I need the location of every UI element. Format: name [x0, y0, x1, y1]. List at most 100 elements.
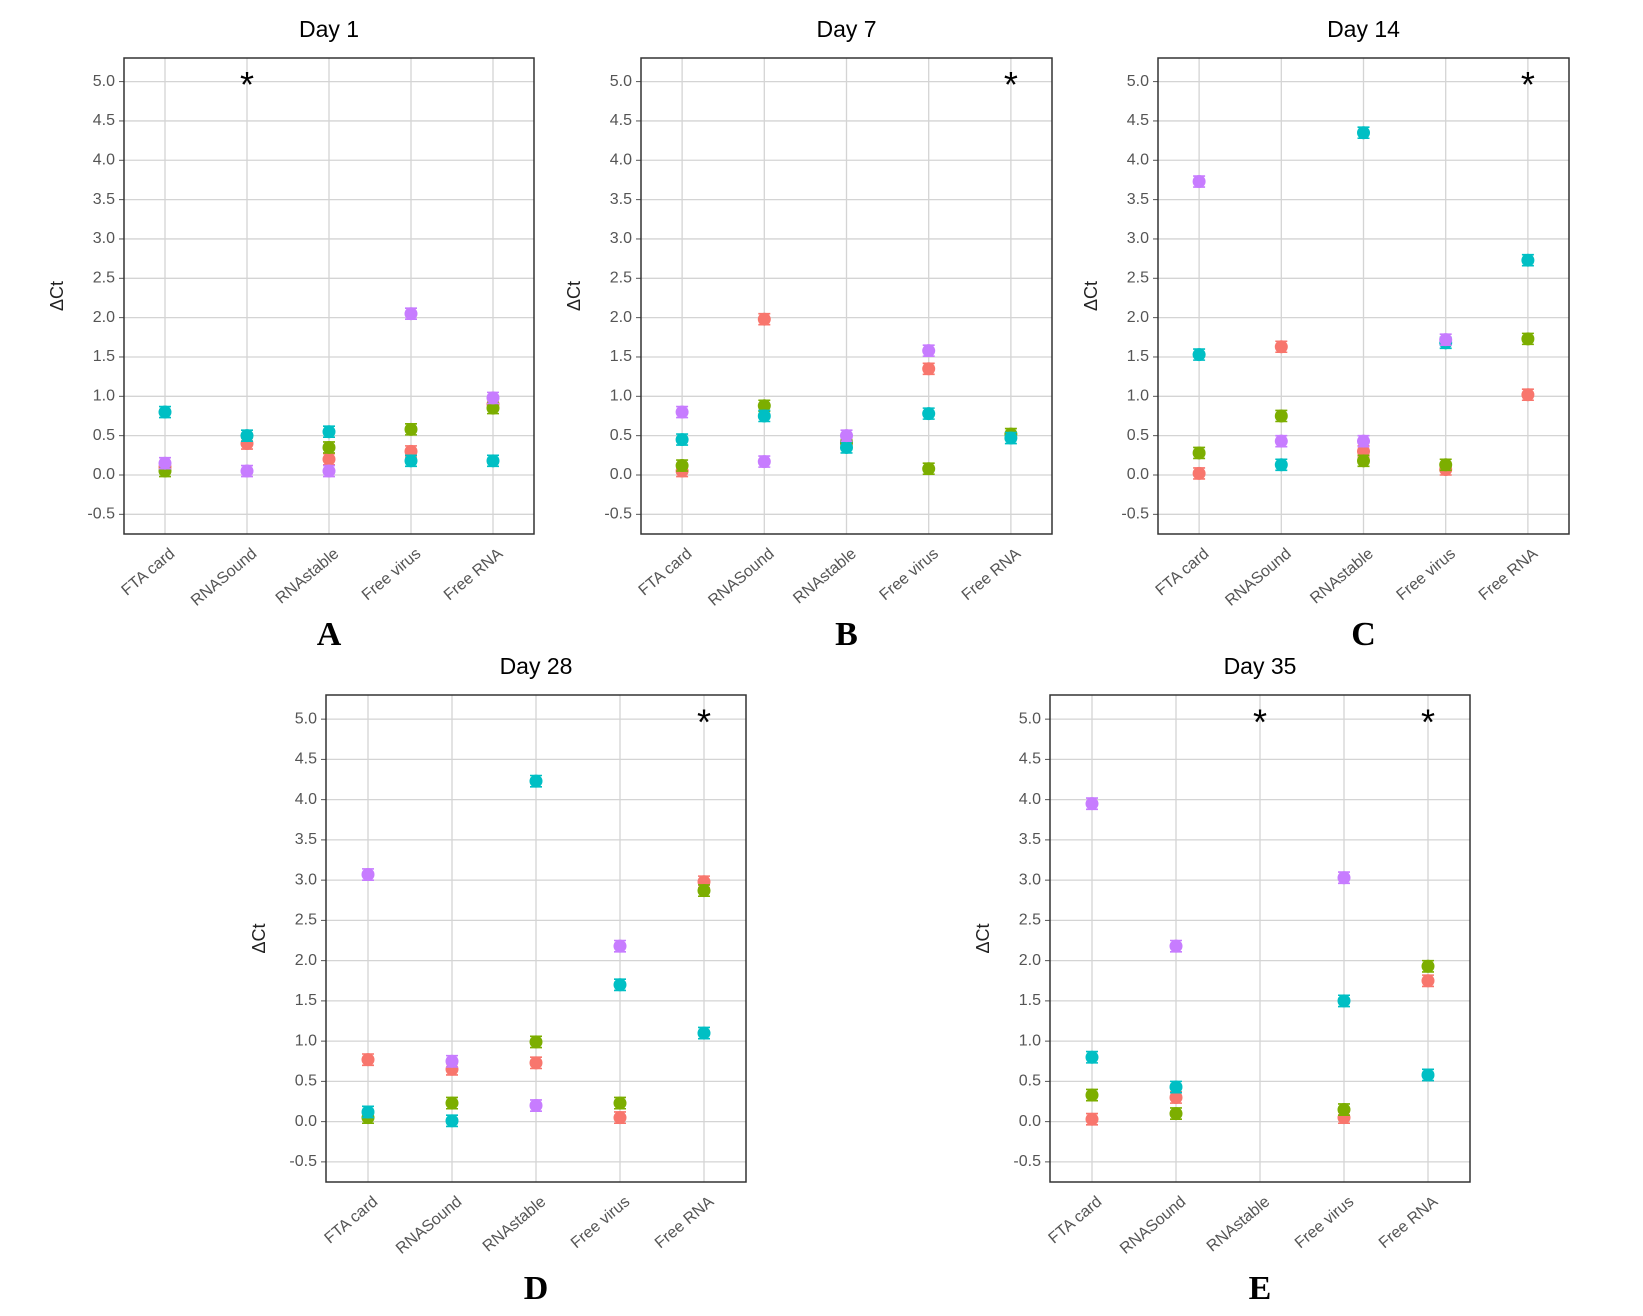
plot-border: [1049, 694, 1471, 1183]
x-tick-label: RNAstable: [480, 1193, 550, 1255]
chart-title: Day 28: [500, 653, 573, 679]
point: [1169, 1080, 1183, 1094]
point: [757, 399, 771, 413]
y-tick-label: 0.5: [295, 1073, 317, 1090]
y-tick-label: 3.5: [610, 191, 632, 208]
y-tick-label: -0.5: [87, 506, 115, 523]
x-tick-label: Free virus: [359, 545, 424, 604]
y-tick-label: 2.5: [1127, 270, 1149, 287]
point: [1337, 994, 1351, 1008]
y-tick-label: -0.5: [604, 506, 632, 523]
point: [922, 407, 936, 421]
plot-border: [123, 57, 535, 535]
chart-title: Day 14: [1327, 16, 1400, 42]
y-tick-label: 5.0: [1127, 73, 1149, 90]
y-tick-label: 0.5: [1127, 427, 1149, 444]
y-tick-label: 4.0: [1019, 791, 1041, 808]
y-tick-label: 4.5: [610, 112, 632, 129]
y-tick-label: -0.5: [1013, 1153, 1041, 1170]
x-tick-label: FTA card: [1046, 1193, 1106, 1247]
x-tick-label: Free virus: [1394, 545, 1459, 604]
point: [1085, 1050, 1099, 1064]
point: [322, 464, 336, 478]
point: [1521, 332, 1535, 346]
point: [613, 1111, 627, 1125]
y-tick-label: 1.5: [610, 348, 632, 365]
point: [675, 405, 689, 419]
y-tick-label: 3.0: [1127, 230, 1149, 247]
y-axis-label: ΔCt: [564, 281, 584, 311]
point: [322, 425, 336, 439]
x-tick-label: Free RNA: [1376, 1193, 1442, 1252]
point: [697, 884, 711, 898]
point: [1357, 434, 1370, 448]
x-tick-label: RNAstable: [1204, 1193, 1274, 1255]
y-tick-label: 1.0: [1127, 388, 1149, 405]
y-tick-label: 4.5: [295, 751, 317, 768]
x-tick-label: RNASound: [705, 545, 777, 609]
point: [613, 939, 627, 953]
y-tick-label: 0.0: [1019, 1113, 1041, 1130]
y-tick-label: 0.0: [1127, 466, 1149, 483]
point: [1274, 340, 1288, 354]
point: [1192, 175, 1206, 189]
y-tick-label: -0.5: [1121, 506, 1149, 523]
panel-label: A: [317, 616, 342, 653]
y-tick-label: 3.5: [295, 831, 317, 848]
point: [445, 1096, 459, 1110]
point: [1004, 431, 1018, 445]
y-tick-label: 2.0: [93, 309, 115, 326]
point: [757, 455, 771, 469]
point: [1421, 959, 1435, 973]
y-tick-label: 0.5: [1019, 1073, 1041, 1090]
point: [361, 1053, 375, 1067]
y-tick-label: 3.0: [1019, 871, 1041, 888]
y-tick-label: 2.5: [1019, 912, 1041, 929]
point: [361, 868, 375, 882]
y-tick-label: 2.0: [1127, 309, 1149, 326]
y-tick-label: 1.0: [295, 1032, 317, 1049]
plot-border: [325, 694, 747, 1183]
y-tick-label: 3.5: [93, 191, 115, 208]
point: [1357, 126, 1370, 140]
y-tick-label: 0.5: [93, 427, 115, 444]
y-tick-label: 1.0: [93, 388, 115, 405]
x-tick-label: RNASound: [1117, 1193, 1189, 1257]
point: [697, 1026, 711, 1040]
point: [486, 391, 500, 405]
point: [322, 452, 336, 466]
y-tick-label: 4.0: [295, 791, 317, 808]
y-axis-label: ΔCt: [1081, 281, 1101, 311]
point: [361, 1105, 375, 1119]
y-tick-label: 3.0: [610, 230, 632, 247]
y-tick-label: 2.5: [93, 270, 115, 287]
plot-border: [640, 57, 1053, 535]
y-tick-label: 1.5: [1127, 348, 1149, 365]
y-tick-label: 4.0: [610, 151, 632, 168]
y-tick-label: 3.5: [1127, 191, 1149, 208]
point: [404, 422, 418, 436]
point: [158, 456, 172, 470]
point: [1274, 434, 1288, 448]
panel-label: B: [835, 616, 858, 653]
point: [1085, 797, 1099, 811]
y-tick-label: 3.0: [93, 230, 115, 247]
y-tick-label: 5.0: [295, 710, 317, 727]
point: [1274, 409, 1288, 423]
y-tick-label: 0.0: [295, 1113, 317, 1130]
point: [675, 459, 689, 473]
y-tick-label: 5.0: [610, 73, 632, 90]
point: [1337, 871, 1351, 885]
point: [1274, 458, 1288, 472]
point: [404, 307, 418, 321]
x-tick-label: RNAstable: [790, 545, 860, 607]
point: [240, 464, 254, 478]
y-axis-label: ΔCt: [249, 923, 269, 953]
x-tick-label: Free RNA: [441, 545, 507, 604]
y-tick-label: 2.0: [295, 952, 317, 969]
point: [486, 401, 500, 415]
x-tick-label: Free virus: [1292, 1193, 1357, 1252]
y-tick-label: 2.5: [295, 912, 317, 929]
x-tick-label: Free virus: [568, 1193, 633, 1252]
